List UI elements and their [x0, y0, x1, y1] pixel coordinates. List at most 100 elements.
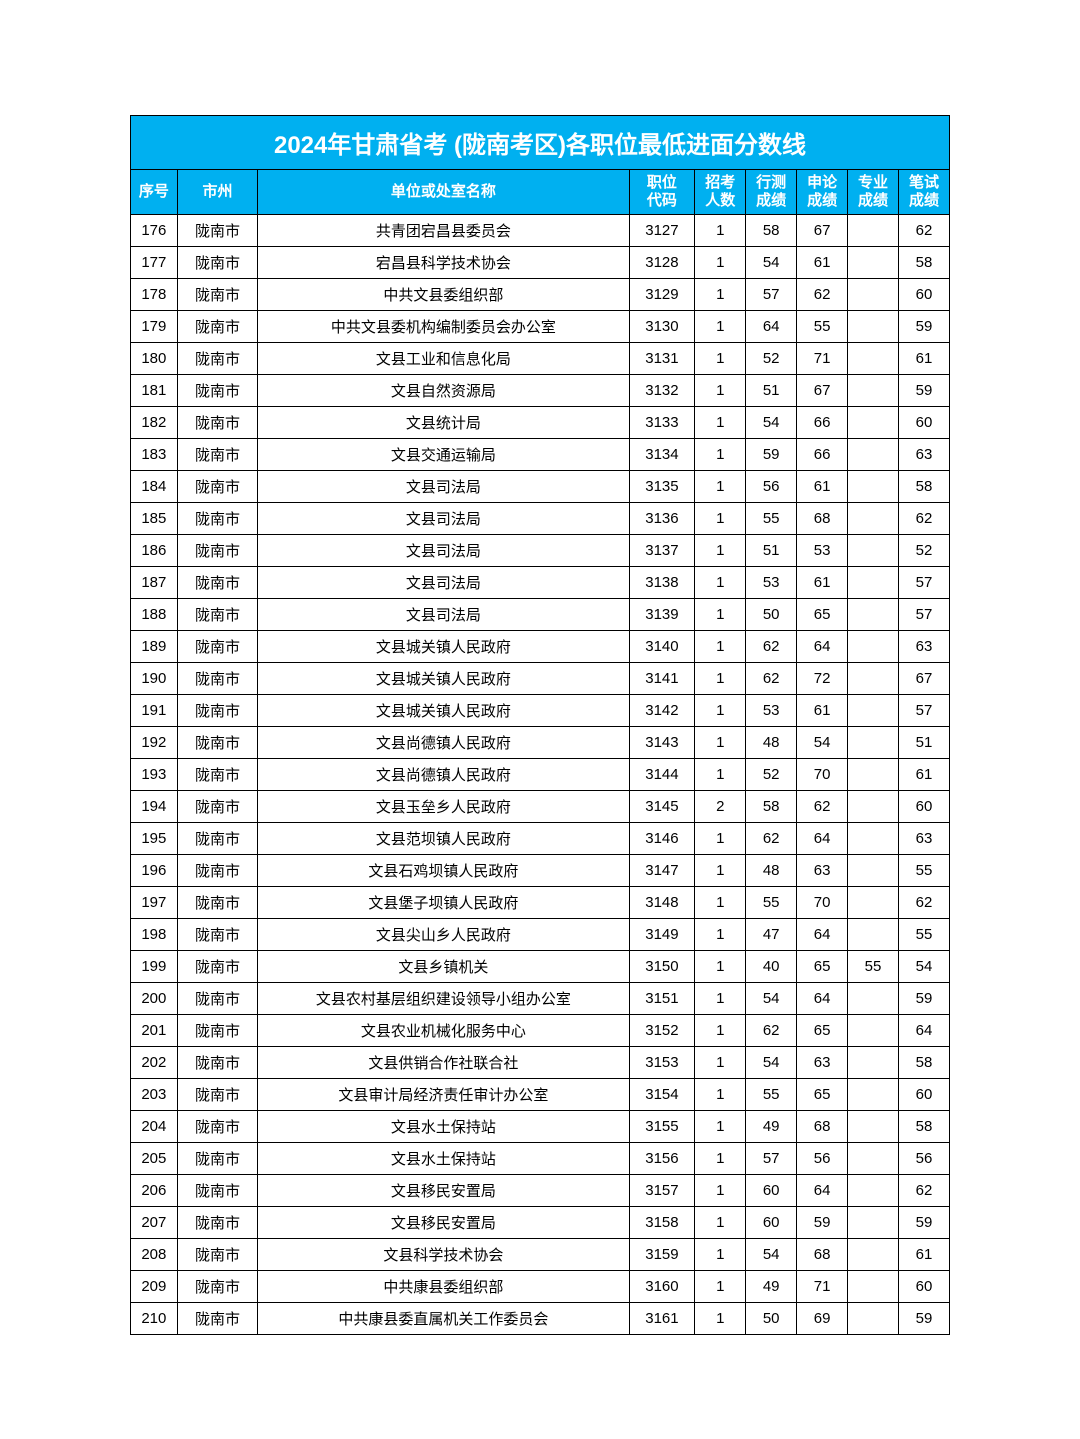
cell-code: 3141	[629, 663, 695, 695]
cell-city: 陇南市	[177, 407, 258, 439]
cell-s2: 61	[797, 247, 848, 279]
header-city: 市州	[177, 170, 258, 215]
cell-s3	[848, 247, 899, 279]
cell-code: 3134	[629, 439, 695, 471]
table-row: 194陇南市文县玉垒乡人民政府31452586260	[131, 791, 950, 823]
cell-city: 陇南市	[177, 1047, 258, 1079]
table-row: 178陇南市中共文县委组织部31291576260	[131, 279, 950, 311]
table-row: 210陇南市中共康县委直属机关工作委员会31611506959	[131, 1303, 950, 1335]
cell-org: 文县城关镇人民政府	[258, 695, 629, 727]
cell-seq: 207	[131, 1207, 178, 1239]
table-row: 181陇南市文县自然资源局31321516759	[131, 375, 950, 407]
cell-s1: 51	[746, 535, 797, 567]
cell-code: 3146	[629, 823, 695, 855]
table-row: 198陇南市文县尖山乡人民政府31491476455	[131, 919, 950, 951]
cell-s1: 54	[746, 983, 797, 1015]
cell-num: 1	[695, 471, 746, 503]
cell-city: 陇南市	[177, 631, 258, 663]
cell-num: 1	[695, 1207, 746, 1239]
cell-s4: 64	[898, 1015, 949, 1047]
cell-city: 陇南市	[177, 439, 258, 471]
cell-seq: 192	[131, 727, 178, 759]
cell-code: 3135	[629, 471, 695, 503]
header-num: 招考人数	[695, 170, 746, 215]
cell-seq: 187	[131, 567, 178, 599]
cell-seq: 185	[131, 503, 178, 535]
cell-city: 陇南市	[177, 759, 258, 791]
cell-s4: 62	[898, 887, 949, 919]
cell-seq: 198	[131, 919, 178, 951]
cell-s2: 68	[797, 503, 848, 535]
cell-s2: 64	[797, 983, 848, 1015]
cell-s3	[848, 727, 899, 759]
table-row: 186陇南市文县司法局31371515352	[131, 535, 950, 567]
cell-s3	[848, 631, 899, 663]
cell-s3	[848, 1111, 899, 1143]
cell-city: 陇南市	[177, 663, 258, 695]
cell-seq: 179	[131, 311, 178, 343]
cell-seq: 204	[131, 1111, 178, 1143]
cell-city: 陇南市	[177, 343, 258, 375]
cell-code: 3159	[629, 1239, 695, 1271]
cell-num: 1	[695, 375, 746, 407]
cell-org: 文县水土保持站	[258, 1143, 629, 1175]
cell-s2: 64	[797, 1175, 848, 1207]
cell-num: 1	[695, 599, 746, 631]
cell-org: 文县堡子坝镇人民政府	[258, 887, 629, 919]
cell-seq: 180	[131, 343, 178, 375]
cell-org: 共青团宕昌县委员会	[258, 215, 629, 247]
cell-code: 3160	[629, 1271, 695, 1303]
cell-s3	[848, 663, 899, 695]
table-row: 176陇南市共青团宕昌县委员会31271586762	[131, 215, 950, 247]
cell-code: 3153	[629, 1047, 695, 1079]
cell-s2: 65	[797, 599, 848, 631]
cell-s2: 61	[797, 695, 848, 727]
cell-city: 陇南市	[177, 791, 258, 823]
cell-s1: 48	[746, 855, 797, 887]
cell-num: 1	[695, 439, 746, 471]
cell-org: 文县自然资源局	[258, 375, 629, 407]
cell-s3	[848, 983, 899, 1015]
cell-org: 文县审计局经济责任审计办公室	[258, 1079, 629, 1111]
cell-s2: 65	[797, 1079, 848, 1111]
cell-num: 1	[695, 823, 746, 855]
cell-s2: 63	[797, 855, 848, 887]
cell-s2: 71	[797, 1271, 848, 1303]
cell-city: 陇南市	[177, 919, 258, 951]
cell-org: 文县科学技术协会	[258, 1239, 629, 1271]
cell-s4: 58	[898, 247, 949, 279]
cell-num: 1	[695, 215, 746, 247]
cell-seq: 199	[131, 951, 178, 983]
cell-s4: 57	[898, 695, 949, 727]
cell-code: 3130	[629, 311, 695, 343]
table-row: 207陇南市文县移民安置局31581605959	[131, 1207, 950, 1239]
cell-org: 文县玉垒乡人民政府	[258, 791, 629, 823]
cell-s3	[848, 567, 899, 599]
cell-s2: 64	[797, 823, 848, 855]
cell-code: 3158	[629, 1207, 695, 1239]
header-org: 单位或处室名称	[258, 170, 629, 215]
cell-s4: 59	[898, 983, 949, 1015]
cell-s4: 57	[898, 599, 949, 631]
cell-s1: 50	[746, 599, 797, 631]
table-row: 183陇南市文县交通运输局31341596663	[131, 439, 950, 471]
cell-num: 1	[695, 1111, 746, 1143]
cell-city: 陇南市	[177, 727, 258, 759]
cell-s4: 62	[898, 215, 949, 247]
cell-seq: 182	[131, 407, 178, 439]
table-row: 185陇南市文县司法局31361556862	[131, 503, 950, 535]
cell-s4: 51	[898, 727, 949, 759]
cell-seq: 193	[131, 759, 178, 791]
cell-code: 3129	[629, 279, 695, 311]
cell-seq: 183	[131, 439, 178, 471]
cell-code: 3148	[629, 887, 695, 919]
cell-s3	[848, 855, 899, 887]
cell-s2: 65	[797, 1015, 848, 1047]
cell-s3	[848, 407, 899, 439]
cell-s1: 52	[746, 759, 797, 791]
cell-code: 3138	[629, 567, 695, 599]
cell-s3	[848, 215, 899, 247]
cell-code: 3140	[629, 631, 695, 663]
cell-num: 1	[695, 311, 746, 343]
cell-code: 3131	[629, 343, 695, 375]
